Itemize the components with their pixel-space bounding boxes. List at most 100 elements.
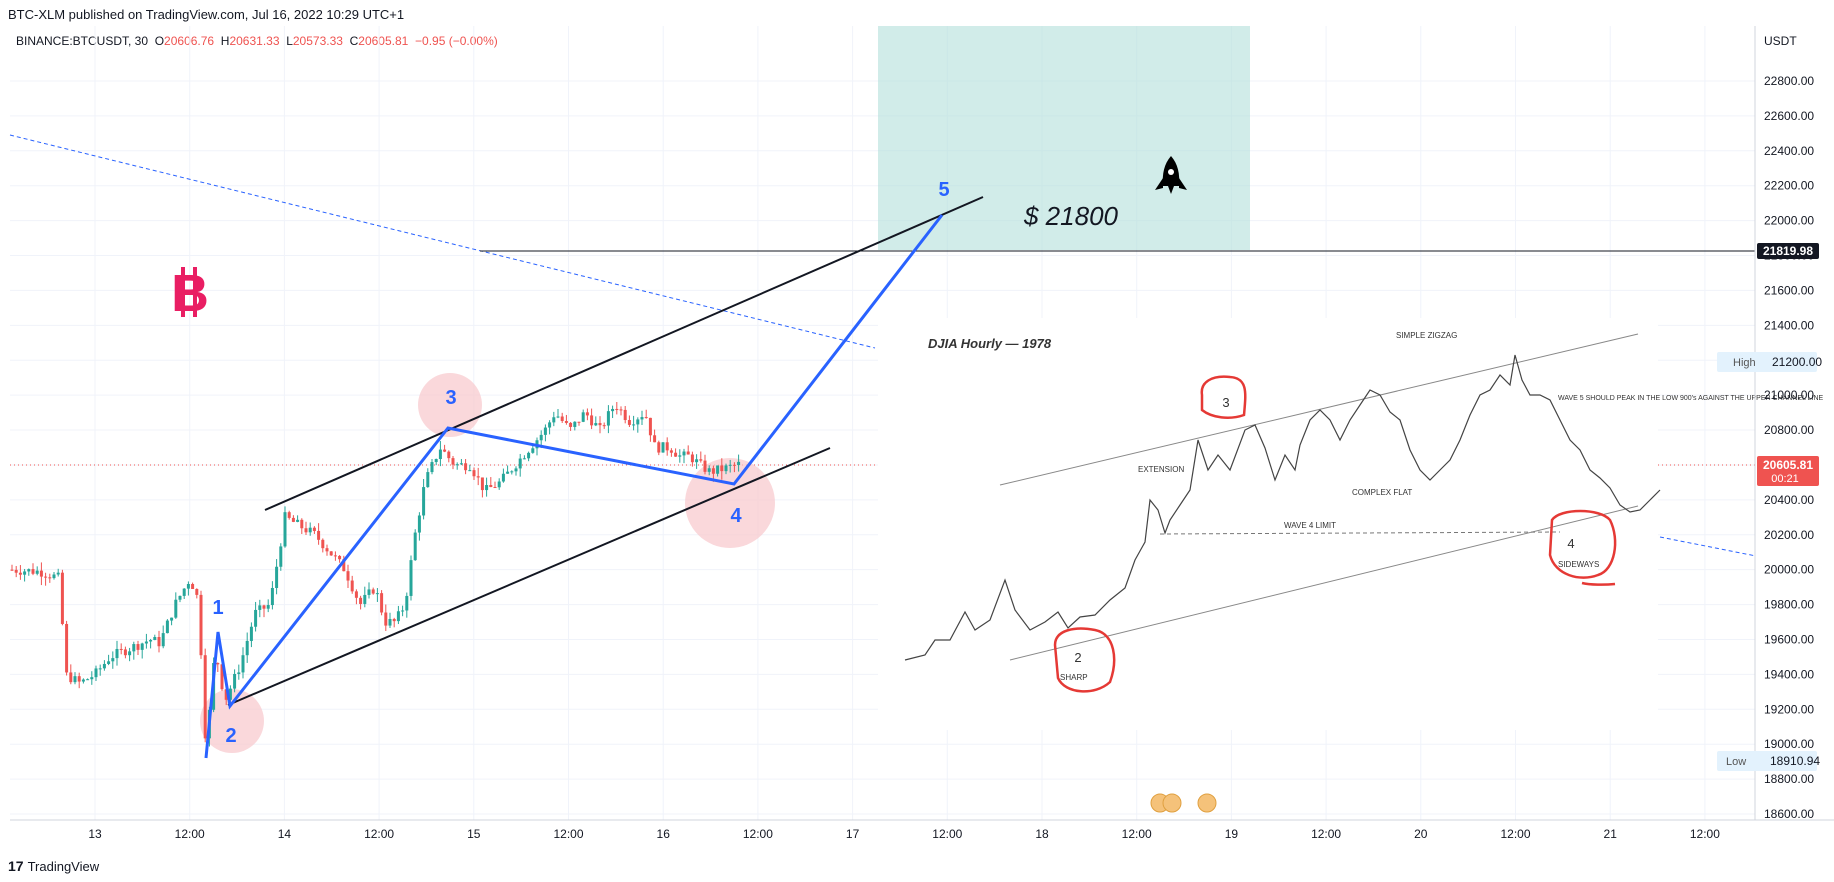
symbol-label[interactable]: BINANCE:BTCUSDT, 30	[16, 34, 149, 48]
candle-body	[623, 409, 627, 421]
price-tick-label: 22200.00	[1764, 179, 1814, 193]
candle-body	[514, 468, 518, 472]
candle-body	[52, 574, 56, 579]
candle-body	[678, 455, 682, 457]
candle-body	[422, 487, 426, 516]
inset-mark-2-circle: 2	[1053, 627, 1116, 693]
candle-body	[31, 569, 35, 574]
channel-lower-line	[227, 447, 831, 706]
candle-body	[161, 633, 165, 647]
svg-text:21819.98: 21819.98	[1763, 244, 1813, 258]
candle-body	[44, 576, 48, 578]
price-tick-label: 21600.00	[1764, 283, 1814, 297]
candle-body	[468, 470, 472, 472]
candle-body	[648, 417, 652, 436]
candle-body	[132, 644, 136, 652]
candle-body	[501, 473, 505, 482]
price-tick-label: 19600.00	[1764, 632, 1814, 646]
candle-body	[279, 546, 283, 567]
event-flags-icon[interactable]	[1150, 793, 1217, 813]
candle-body	[573, 421, 577, 427]
candle-body	[707, 468, 711, 472]
open-value: 20606.76	[164, 34, 215, 48]
footer-brand[interactable]: 17 TradingView	[8, 858, 99, 874]
candle-body	[81, 679, 85, 682]
candle-body	[443, 449, 447, 452]
close-value: 20605.81	[358, 34, 409, 48]
candle-body	[548, 422, 552, 428]
candle-body	[48, 577, 52, 579]
candle-body	[241, 655, 245, 673]
candle-body	[380, 593, 384, 613]
downtrend-line	[9, 134, 876, 349]
candle-body	[590, 415, 594, 426]
tradingview-logo-icon: 17	[8, 858, 24, 874]
candle-body	[598, 423, 602, 426]
time-tick-label: 12:00	[743, 827, 773, 841]
candle-body	[123, 649, 127, 656]
price-tick-label: 20800.00	[1764, 423, 1814, 437]
svg-text:Low: Low	[1726, 756, 1746, 768]
target-price-tag: 21819.98	[1757, 243, 1819, 259]
price-tick-label: 20200.00	[1764, 528, 1814, 542]
elliott-wave-path	[204, 214, 944, 759]
candle-body	[73, 676, 77, 683]
candle-body	[497, 481, 501, 488]
candle-body	[270, 587, 274, 606]
candle-body	[153, 637, 157, 641]
candle-body	[346, 571, 350, 581]
candle-body	[191, 584, 195, 590]
time-tick-label: 12:00	[1311, 827, 1341, 841]
candle-body	[476, 476, 480, 478]
candle-body	[413, 532, 417, 561]
candle-body	[720, 465, 724, 472]
price-axis[interactable]: 22800.00 22600.00 22400.00 22200.00 22000.00…	[1754, 26, 1814, 821]
change-value: −0.95 (−0.00%)	[415, 34, 498, 48]
time-tick-label: 14	[278, 827, 292, 841]
candle-body	[65, 623, 69, 673]
candle-body	[640, 417, 644, 420]
candle-body	[77, 676, 81, 682]
candle-body	[371, 589, 375, 594]
candle-body	[644, 417, 648, 419]
candle-body	[703, 460, 707, 472]
candle-body	[716, 465, 720, 474]
candle-body	[363, 594, 367, 604]
high-price-tag: High 21200.00	[1717, 352, 1822, 372]
inset-label-sideways: SIDEWAYS	[1558, 560, 1599, 569]
high-value: 20631.33	[229, 34, 280, 48]
candle-body	[581, 412, 585, 422]
candle-body	[417, 515, 421, 533]
candle-body	[186, 584, 190, 589]
candle-body	[459, 463, 463, 465]
wave-4-label: 4	[730, 505, 742, 527]
candle-body	[732, 464, 736, 466]
candle-body	[266, 605, 270, 609]
time-tick-label: 16	[657, 827, 671, 841]
candle-body	[577, 421, 581, 423]
candle-body	[56, 572, 60, 575]
candle-body	[594, 423, 598, 426]
candle-body	[90, 677, 94, 680]
candle-body	[522, 458, 526, 460]
candle-body	[296, 519, 300, 522]
candle-body	[119, 648, 123, 650]
candle-body	[657, 442, 661, 453]
candle-body	[695, 459, 699, 463]
low-value: 20573.33	[292, 34, 343, 48]
low-price-tag: Low 18910.94	[1717, 751, 1820, 771]
candle-body	[392, 618, 396, 622]
candle-body	[426, 472, 430, 488]
candle-body	[128, 651, 132, 656]
candle-body	[480, 477, 484, 491]
candle-body	[485, 485, 489, 491]
time-axis[interactable]: 13 12:00 14 12:00 15 12:00 16 12:00 17 12:00 18 12:…	[10, 819, 1834, 841]
candle-body	[472, 470, 476, 477]
price-tick-label: 18800.00	[1764, 772, 1814, 786]
candle-body	[375, 593, 379, 595]
candle-body	[489, 485, 493, 488]
time-tick-label: 19	[1225, 827, 1239, 841]
time-tick-label: 12:00	[1122, 827, 1152, 841]
candle-body	[35, 570, 39, 574]
